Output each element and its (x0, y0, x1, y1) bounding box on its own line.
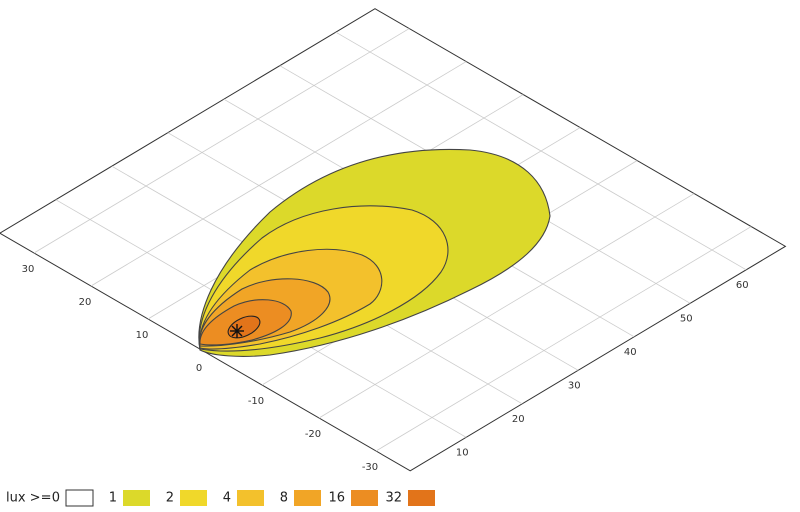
contours (198, 148, 551, 357)
legend-label: 1 (109, 491, 117, 506)
legend-label: 0 (52, 491, 60, 506)
y-tick-label: -20 (305, 429, 321, 440)
x-tick-label: 30 (568, 380, 581, 391)
legend-label: 2 (166, 491, 174, 506)
legend-label: 4 (223, 491, 231, 506)
grid-line (90, 61, 467, 287)
legend-swatch (65, 489, 94, 507)
legend-swatch (237, 490, 264, 506)
legend-swatch (408, 490, 435, 506)
y-tick-label: 30 (22, 264, 35, 275)
legend-label: 16 (328, 491, 345, 506)
legend-title: lux >= (6, 491, 51, 506)
y-tick-label: 10 (136, 330, 149, 341)
grid-line (318, 193, 695, 419)
x-tick-label: 40 (624, 347, 637, 358)
grid-line (375, 226, 752, 452)
legend-swatch (351, 490, 378, 506)
y-tick-label: 20 (79, 297, 92, 308)
legend-swatch (294, 490, 321, 506)
legend-label: 32 (385, 491, 402, 506)
x-tick-label: 60 (736, 280, 749, 291)
legend-swatch (180, 490, 207, 506)
grid-line (33, 28, 410, 254)
y-tick-label: -30 (362, 462, 378, 473)
y-tick-label: -10 (248, 396, 264, 407)
x-tick-label: 20 (512, 414, 525, 425)
legend-label: 8 (280, 491, 288, 506)
marker-stroke (231, 325, 243, 337)
legend: 0 1 2 4 8 16 32 (52, 489, 435, 507)
x-tick-label: 10 (456, 447, 469, 458)
luminaire-marker (230, 324, 244, 338)
y-tick-label: 0 (196, 363, 202, 374)
x-tick-label: 50 (680, 313, 693, 324)
legend-swatch (123, 490, 150, 506)
